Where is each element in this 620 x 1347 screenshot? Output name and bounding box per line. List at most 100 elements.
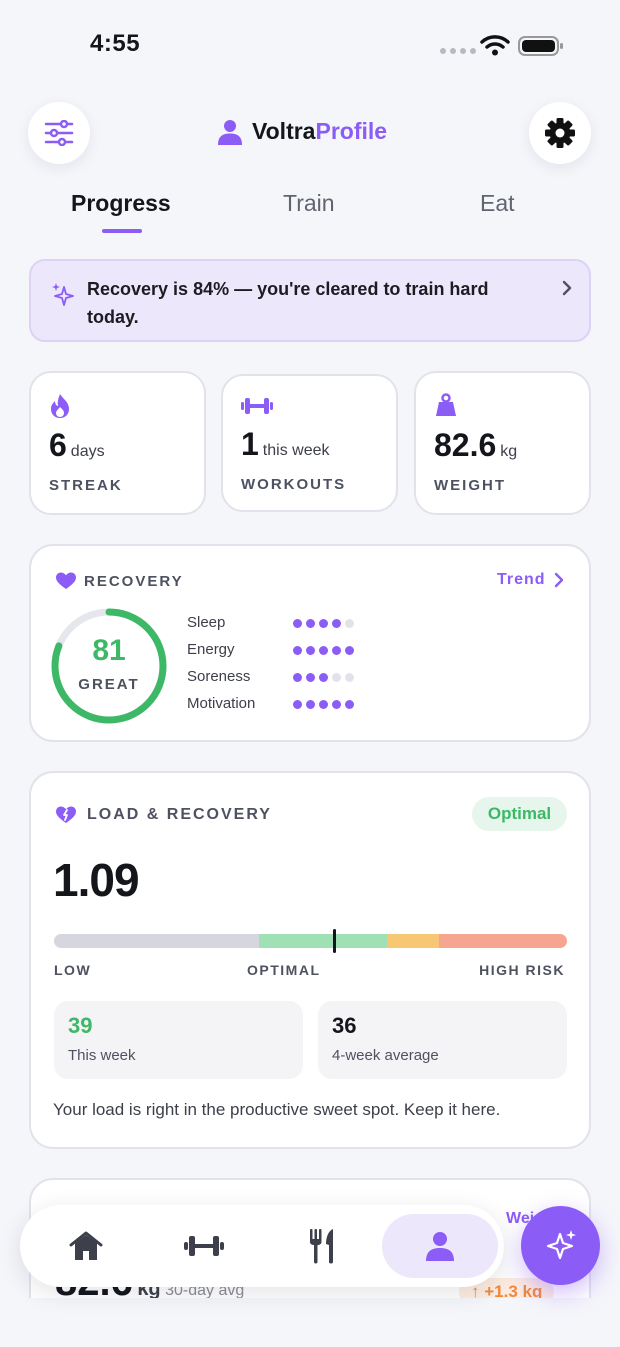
person-icon <box>426 1232 454 1261</box>
workouts-card[interactable]: 1 this week WORKOUTS <box>221 374 398 512</box>
sliders-icon <box>44 120 74 146</box>
this-week-tile: 39 This week <box>54 1001 303 1079</box>
rating-dot <box>332 646 341 655</box>
workouts-number: 1 <box>241 426 259 462</box>
rating-dot <box>306 619 315 628</box>
rating-dot <box>319 619 328 628</box>
streak-number: 6 <box>49 427 67 463</box>
chevron-right-icon <box>562 280 572 296</box>
gauge-optimal-label: OPTIMAL <box>247 962 321 978</box>
rating-dot <box>293 619 302 628</box>
gauge-low-segment <box>54 934 260 948</box>
weight-card[interactable]: 82.6 kg WEIGHT <box>414 371 591 515</box>
weight-unit: kg <box>500 443 518 460</box>
recovery-score-ring <box>51 608 167 724</box>
recovery-banner[interactable]: Recovery is 84% — you're cleared to trai… <box>29 259 591 342</box>
rating-dot <box>306 673 315 682</box>
rating-dot <box>345 700 354 709</box>
sparkle-icon <box>546 1229 576 1259</box>
heart-icon <box>56 572 76 589</box>
recovery-card: RECOVERY Trend 81 GREAT Sleep Energy Sor… <box>29 544 591 742</box>
active-tab-indicator <box>102 229 142 233</box>
streak-unit: days <box>70 443 105 460</box>
status-badge: Optimal <box>472 797 567 831</box>
rating-dot <box>319 646 328 655</box>
weight-number: 82.6 <box>434 427 497 463</box>
gear-icon <box>545 118 575 148</box>
gauge-marker <box>333 929 336 953</box>
status-time: 4:55 <box>90 30 141 57</box>
rating-dot <box>319 700 328 709</box>
fork-knife-icon <box>310 1229 333 1264</box>
workouts-label: WORKOUTS <box>241 476 347 493</box>
gauge-high-label: HIGH RISK <box>479 962 565 978</box>
gauge-optimal-segment <box>259 934 388 948</box>
rating-dot <box>332 700 341 709</box>
this-week-value: 39 <box>68 1013 93 1038</box>
rating-dot <box>319 673 328 682</box>
trend-link[interactable]: Trend <box>497 571 564 589</box>
rating-dot <box>345 619 354 628</box>
rating-dot <box>332 619 341 628</box>
nav-profile[interactable] <box>382 1214 498 1278</box>
banner-text: Recovery is 84% — you're cleared to trai… <box>87 279 489 327</box>
brand-name: Voltra <box>252 118 316 144</box>
rating-dot <box>293 700 302 709</box>
metric-soreness-rating <box>293 673 354 682</box>
weight-value: 82.6 kg <box>434 427 517 464</box>
four-week-avg-value: 36 <box>332 1013 357 1038</box>
battery-icon <box>518 36 563 56</box>
dumbbell-icon <box>241 398 273 414</box>
weight-delta-badge: ↑ +1.3 kg <box>459 1278 555 1298</box>
four-week-avg-label: 4-week average <box>332 1047 439 1064</box>
metric-motivation-label: Motivation <box>187 695 256 712</box>
streak-card[interactable]: 6 days STREAK <box>29 371 206 515</box>
filter-button[interactable] <box>28 102 90 164</box>
rating-dot <box>345 673 354 682</box>
trend-label: Trend <box>497 571 546 588</box>
metric-energy-rating <box>293 646 354 655</box>
person-icon <box>218 119 242 145</box>
flame-icon <box>51 394 69 418</box>
weight-label: WEIGHT <box>434 477 506 494</box>
tab-progress[interactable]: Progress <box>71 190 171 216</box>
heart-pulse-icon <box>56 806 76 823</box>
sparkle-icon <box>52 283 74 306</box>
nav-home[interactable] <box>28 1214 144 1278</box>
nav-train[interactable] <box>146 1214 262 1278</box>
brand-accent: Profile <box>315 118 388 144</box>
home-icon <box>69 1231 103 1260</box>
rating-dot <box>306 646 315 655</box>
gauge-low-label: LOW <box>54 962 92 978</box>
recovery-title: RECOVERY <box>84 573 184 590</box>
wifi-icon <box>480 35 510 56</box>
gauge-caution-segment <box>387 934 439 948</box>
metric-soreness-label: Soreness <box>187 668 251 685</box>
load-title: LOAD & RECOVERY <box>87 806 272 823</box>
metric-energy-label: Energy <box>187 641 235 658</box>
metric-sleep-label: Sleep <box>187 614 226 631</box>
status-bar: 4:55 <box>0 0 620 90</box>
nav-eat[interactable] <box>264 1214 380 1278</box>
weight-icon <box>436 393 456 416</box>
ai-assistant-button[interactable] <box>521 1206 600 1285</box>
this-week-label: This week <box>68 1047 136 1064</box>
rating-dot <box>306 700 315 709</box>
load-gauge <box>54 934 567 948</box>
metric-sleep-rating <box>293 619 354 628</box>
settings-button[interactable] <box>529 102 591 164</box>
gauge-risk-segment <box>438 934 567 948</box>
rating-dot <box>345 646 354 655</box>
tab-eat[interactable]: Eat <box>480 190 515 216</box>
chevron-right-icon <box>554 572 563 588</box>
load-ratio: 1.09 <box>53 854 140 906</box>
rating-dot <box>293 646 302 655</box>
recovery-score: 81 <box>92 634 126 667</box>
streak-label: STREAK <box>49 477 123 494</box>
dumbbell-icon <box>184 1236 224 1256</box>
cellular-signal-icon <box>440 48 476 54</box>
load-note: Your load is right in the productive swe… <box>53 1100 501 1119</box>
workouts-value: 1 this week <box>241 426 330 463</box>
workouts-unit: this week <box>262 442 330 459</box>
tab-train[interactable]: Train <box>283 190 335 216</box>
